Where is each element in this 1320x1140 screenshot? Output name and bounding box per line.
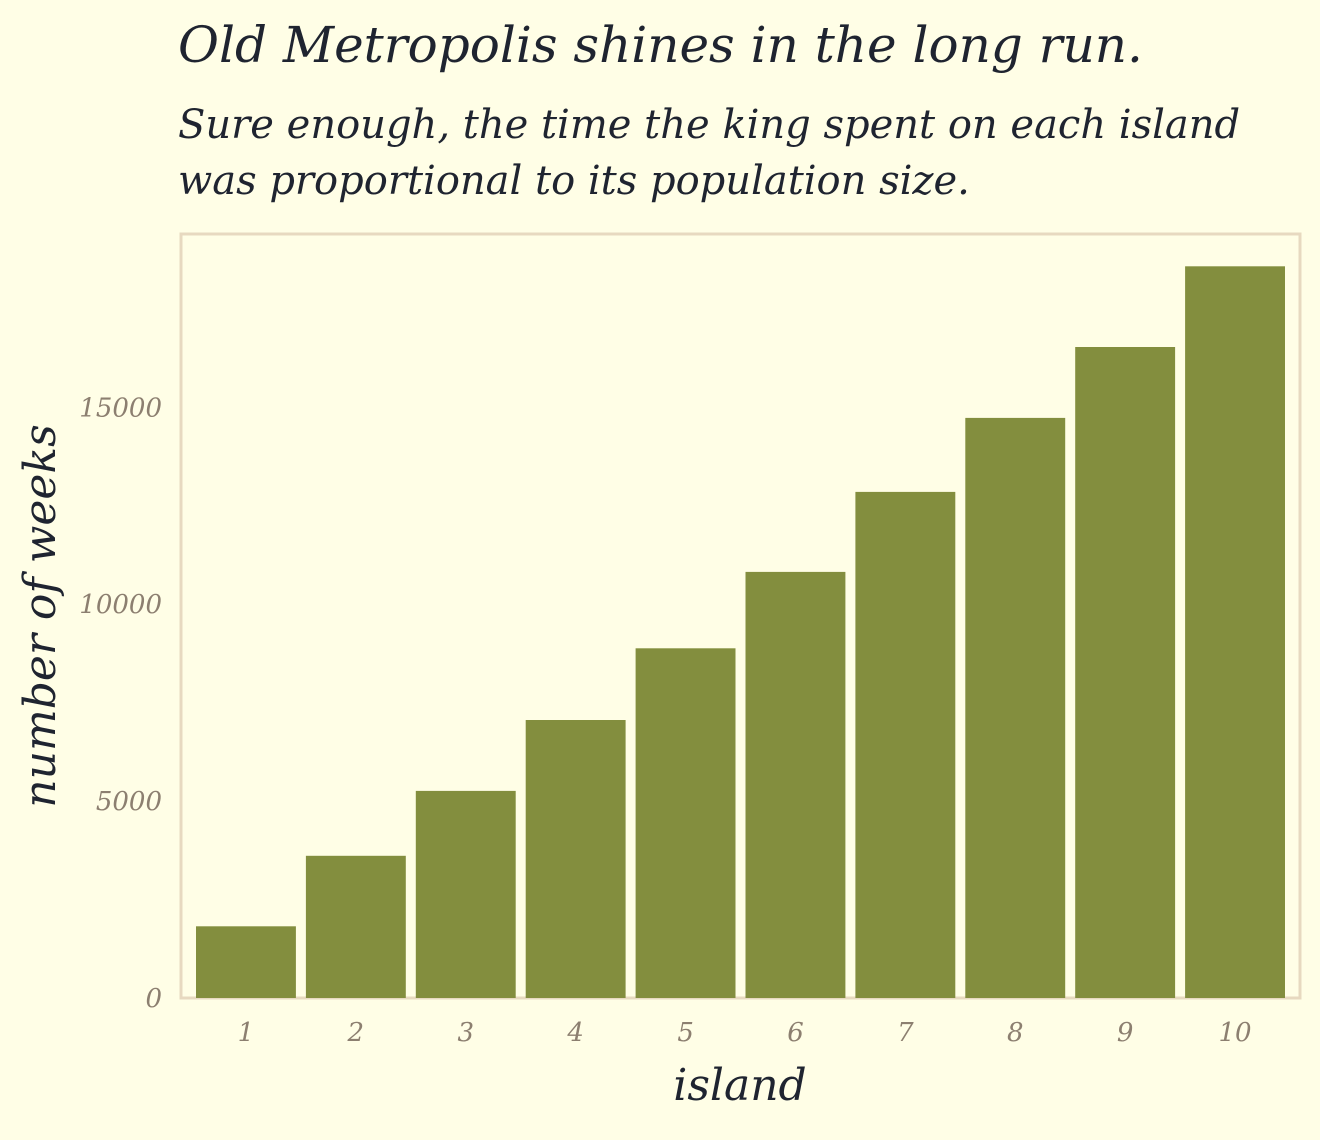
bar-island-9 [1075,347,1176,998]
x-tick-label: 8 [1007,1018,1024,1048]
bar-island-1 [196,926,296,998]
x-tick-label: 5 [677,1018,694,1048]
bar-island-6 [745,571,846,998]
x-tick-label: 6 [787,1018,804,1048]
bar-island-5 [635,648,736,998]
bar-island-10 [1185,266,1285,998]
bars-group [196,266,1285,998]
x-tick-label: 1 [238,1018,255,1048]
x-tick-label: 2 [347,1018,365,1048]
y-tick-label: 5000 [96,787,162,817]
x-tick-label: 4 [566,1018,584,1048]
bar-island-4 [525,720,626,998]
chart-subtitle-line-1: Sure enough, the time the king spent on … [178,102,1240,148]
y-axis-label: number of weeks [15,424,66,807]
y-tick-labels: 0 5000 10000 15000 [79,393,162,1014]
chart-subtitle-line-2: was proportional to its population size. [178,158,970,204]
x-axis-label: island [673,1060,806,1111]
x-tick-label: 9 [1117,1018,1134,1048]
x-tick-label: 10 [1218,1018,1251,1048]
bar-island-8 [965,417,1066,998]
y-tick-label: 10000 [79,590,162,620]
x-tick-label: 7 [897,1018,914,1048]
bar-island-3 [415,790,516,998]
chart-title: Old Metropolis shines in the long run. [178,16,1143,74]
y-tick-label: 0 [145,984,162,1014]
bar-island-7 [855,491,956,998]
x-tick-label: 3 [458,1018,475,1048]
y-tick-label: 15000 [79,393,162,423]
x-tick-labels: 1 2 3 4 5 6 7 8 9 10 [238,1018,1252,1048]
plot-frame [179,232,1302,1000]
bar-island-2 [305,855,406,998]
